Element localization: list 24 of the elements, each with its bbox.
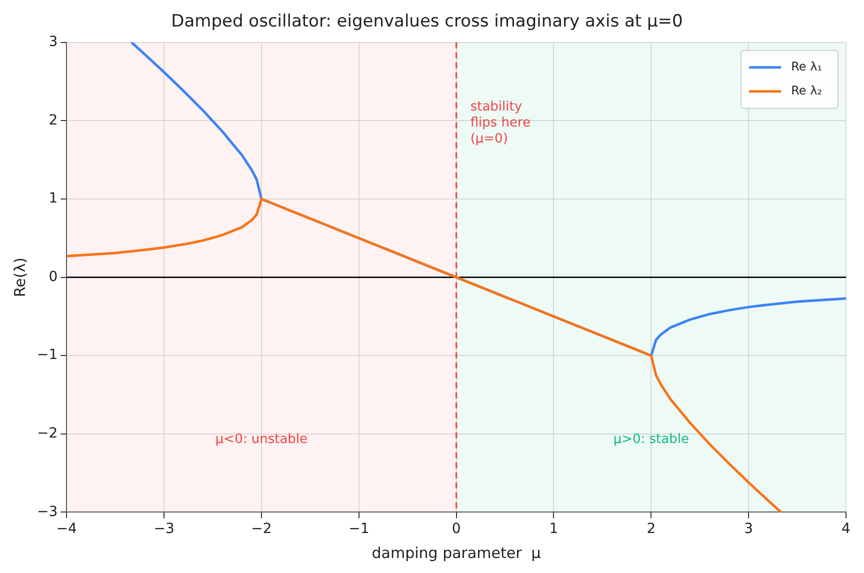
legend-label: Re λ₁ bbox=[791, 60, 822, 74]
x-tick-label: −3 bbox=[154, 521, 174, 538]
y-tick-label: 1 bbox=[48, 190, 58, 207]
x-tick-label: 1 bbox=[549, 521, 558, 538]
y-tick-label: 2 bbox=[48, 112, 58, 128]
y-tick-label: −2 bbox=[36, 426, 58, 442]
chart-title: Damped oscillator: eigenvalues cross imaginary axis at μ=0 bbox=[171, 12, 683, 32]
x-tick-label: 2 bbox=[646, 521, 656, 538]
y-axis-title: Re(λ) bbox=[10, 258, 29, 298]
legend-label: Re λ₂ bbox=[791, 84, 822, 98]
x-tick-label: −4 bbox=[56, 521, 78, 538]
x-axis-title: damping parameter μ bbox=[372, 544, 542, 562]
x-tick-label: 3 bbox=[744, 521, 754, 538]
band-label: μ>0: stable bbox=[613, 432, 689, 447]
x-tick-label: −1 bbox=[348, 521, 370, 538]
x-tick-label: 0 bbox=[452, 521, 461, 538]
band-label: μ<0: unstable bbox=[215, 432, 308, 447]
y-tick-label: 0 bbox=[48, 268, 58, 285]
y-tick-label: −1 bbox=[36, 347, 58, 364]
x-tick-label: 4 bbox=[842, 521, 851, 538]
x-tick-label: −2 bbox=[251, 521, 272, 538]
y-tick-label: 3 bbox=[48, 34, 58, 50]
ref-line-label: stability flips here (μ=0) bbox=[470, 99, 531, 146]
y-tick-label: −3 bbox=[36, 504, 58, 520]
